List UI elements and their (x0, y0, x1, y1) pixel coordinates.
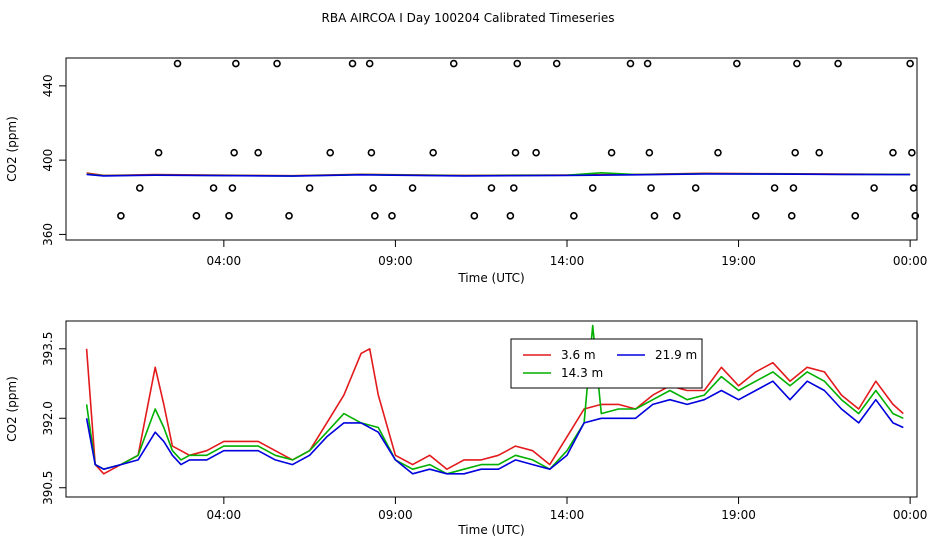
series-line-3-6-m (85, 347, 904, 475)
calibration-point (906, 59, 914, 68)
legend: 3.6 m 21.9 m 14.3 m (510, 338, 703, 389)
calibration-point (588, 184, 597, 192)
calibration-point (232, 59, 240, 68)
plot-frame (65, 320, 918, 498)
y-axis-label: CO2 (ppm) (5, 376, 19, 442)
calibration-point (470, 212, 479, 220)
figure-title: RBA AIRCOA I Day 100204 Calibrated Times… (322, 11, 615, 25)
lower-panel-co2-lines: 04:00 09:00 14:00 19:00 00:00 390.5 392.0 393.5… (5, 320, 928, 537)
calibration-point (326, 148, 335, 157)
calibration-point (487, 184, 496, 192)
y-tick-label: 393.5 (41, 332, 55, 366)
series-line-21-9-m (86, 173, 911, 177)
calibration-point (154, 148, 163, 157)
x-tick-label: 00:00 (893, 254, 928, 268)
calibration-point (607, 148, 616, 157)
x-tick-label: 19:00 (721, 254, 756, 268)
calibration-point (626, 59, 635, 68)
calibration-point (173, 59, 182, 68)
calibration-point (770, 184, 779, 192)
legend-label: 3.6 m (561, 348, 596, 362)
calibration-point (367, 148, 376, 157)
calibration-point (834, 59, 842, 68)
calibration-point (691, 184, 700, 192)
calibration-point (645, 148, 654, 157)
calibration-point (371, 212, 379, 220)
x-tick-label: 09:00 (378, 508, 413, 522)
calibration-point (793, 59, 801, 68)
calibration-point (643, 59, 652, 68)
calibration-point (714, 148, 722, 157)
calibration-point (209, 184, 218, 192)
x-tick-label: 04:00 (207, 508, 242, 522)
calibration-point (552, 59, 561, 68)
legend-entry: 3.6 m (523, 348, 596, 362)
calibration-point (449, 59, 458, 68)
calibration-point (230, 148, 238, 157)
y-tick-label: 390.5 (41, 471, 55, 505)
calibration-point (733, 59, 741, 68)
y-tick-label: 400 (41, 149, 55, 172)
calibration-point (851, 212, 860, 220)
calibration-point (789, 184, 798, 192)
calibration-point (285, 212, 293, 220)
y-tick-label: 440 (41, 74, 55, 97)
calibration-point (908, 148, 916, 157)
x-tick-label: 14:00 (550, 508, 585, 522)
calibration-point (909, 184, 918, 192)
calibration-point (513, 59, 522, 68)
calibration-point (388, 212, 396, 220)
legend-entry: 21.9 m (617, 348, 697, 362)
calibration-point (273, 59, 281, 68)
calibration-point (787, 212, 796, 220)
calibration-point (570, 212, 578, 220)
x-axis-label: Time (UTC) (457, 271, 524, 285)
x-tick-label: 04:00 (207, 254, 242, 268)
plot-frame (65, 57, 918, 241)
y-tick-label: 360 (41, 223, 55, 246)
series-line-14-3-m (85, 324, 904, 475)
x-tick-label: 09:00 (378, 254, 413, 268)
calibration-point (117, 212, 125, 220)
legend-label: 21.9 m (655, 348, 697, 362)
calibration-point (751, 212, 760, 220)
x-tick-label: 19:00 (721, 508, 756, 522)
series-line-21-9-m (85, 380, 904, 475)
calibration-point (365, 59, 374, 68)
calibration-point (408, 184, 417, 192)
calibration-point (254, 148, 262, 157)
calibration-point (228, 184, 237, 192)
calibration-point (889, 148, 897, 157)
upper-panel-calibration-scatter: 04:00 09:00 14:00 19:00 00:00 360 400 440 Time (… (5, 57, 928, 285)
calibration-point (647, 184, 655, 192)
calibration-point (506, 212, 515, 220)
calibration-point (510, 184, 518, 192)
calibration-point (650, 212, 659, 220)
calibration-point (348, 59, 357, 68)
x-tick-label: 00:00 (893, 508, 928, 522)
calibration-point (672, 212, 681, 220)
calibration-point (532, 148, 540, 157)
calibration-point (511, 148, 520, 157)
legend-entry: 14.3 m (523, 366, 603, 380)
calibration-point (815, 148, 824, 157)
calibration-point (429, 148, 437, 157)
calibration-point (369, 184, 377, 192)
legend-box (510, 338, 703, 389)
y-tick-label: 392.0 (41, 401, 55, 435)
calibration-point (870, 184, 878, 192)
calibration-point (135, 184, 144, 192)
calibration-point (225, 212, 233, 220)
calibration-point (791, 148, 799, 157)
calibration-point (305, 184, 314, 192)
x-tick-label: 14:00 (550, 254, 585, 268)
x-axis-label: Time (UTC) (457, 523, 524, 537)
calibration-point (911, 212, 920, 220)
legend-label: 14.3 m (561, 366, 603, 380)
y-axis-label: CO2 (ppm) (5, 116, 19, 182)
calibration-point (192, 212, 201, 220)
